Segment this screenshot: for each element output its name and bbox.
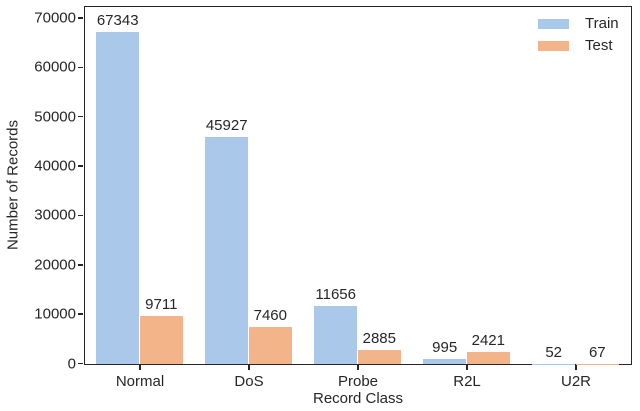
y-tick-label: 40000 [34, 157, 76, 175]
x-tick-label: DoS [234, 373, 264, 390]
y-tick-label: 50000 [34, 108, 76, 126]
x-tick-label: U2R [560, 373, 592, 390]
y-tick-label: 30000 [34, 206, 76, 224]
x-tick-mark [248, 365, 250, 370]
bar-value-label: 2885 [362, 329, 396, 347]
y-tick-label: 70000 [34, 9, 76, 27]
x-tick-label: R2L [453, 373, 481, 390]
plot-area: 67343 45927 11656 995 52 9711 7460 2885 2421 67 T… [84, 6, 632, 365]
y-tick-mark [77, 362, 83, 365]
y-tick-label: 60000 [34, 58, 76, 76]
bar-test-r2l [466, 352, 511, 364]
bar-value-label: 67343 [96, 11, 139, 29]
x-tick-mark [466, 365, 468, 370]
bar-value-label: 67 [588, 343, 606, 361]
bar-value-label: 52 [545, 343, 563, 361]
x-tick-mark [575, 365, 577, 370]
legend: Train Test [538, 16, 626, 53]
legend-item-test: Test [538, 38, 626, 53]
y-axis-label: Number of Records [4, 119, 22, 251]
bar-value-label: 995 [432, 339, 458, 357]
bar-value-label: 2421 [471, 332, 505, 350]
y-tick-mark [77, 214, 83, 217]
legend-swatch-train [538, 18, 569, 29]
bar-value-label: 45927 [205, 117, 248, 135]
legend-swatch-test [538, 40, 569, 51]
y-tick-mark [77, 165, 83, 167]
y-tick-mark [77, 313, 83, 315]
x-tick-mark [357, 365, 359, 370]
bar-train-dos [204, 137, 249, 364]
bar-test-dos [248, 327, 293, 364]
x-tick-label: Normal [115, 373, 165, 390]
bar-test-probe [357, 349, 402, 364]
bar-value-label: 7460 [253, 307, 287, 325]
bar-train-probe [313, 306, 358, 364]
x-tick-mark [139, 365, 141, 370]
y-tick-mark [77, 264, 83, 266]
bar-train-normal [95, 31, 140, 364]
y-tick-mark [77, 66, 83, 69]
y-tick-label: 0 [67, 355, 76, 372]
legend-item-train: Train [538, 16, 626, 31]
y-tick-label: 10000 [34, 305, 76, 323]
bar-train-r2l [422, 359, 467, 364]
legend-label: Test [585, 37, 613, 54]
bar-value-label: 11656 [315, 286, 356, 304]
y-tick-mark [77, 17, 83, 19]
x-axis-label: Record Class [312, 390, 404, 407]
legend-label: Train [585, 15, 619, 32]
y-tick-mark [77, 115, 83, 118]
x-tick-label: Probe [337, 373, 379, 390]
bars-layer: 67343 45927 11656 995 52 9711 7460 2885 2421 67 [85, 7, 631, 364]
bar-value-label: 9711 [145, 296, 178, 314]
bar-test-normal [139, 316, 184, 364]
y-tick-label: 20000 [34, 256, 76, 274]
